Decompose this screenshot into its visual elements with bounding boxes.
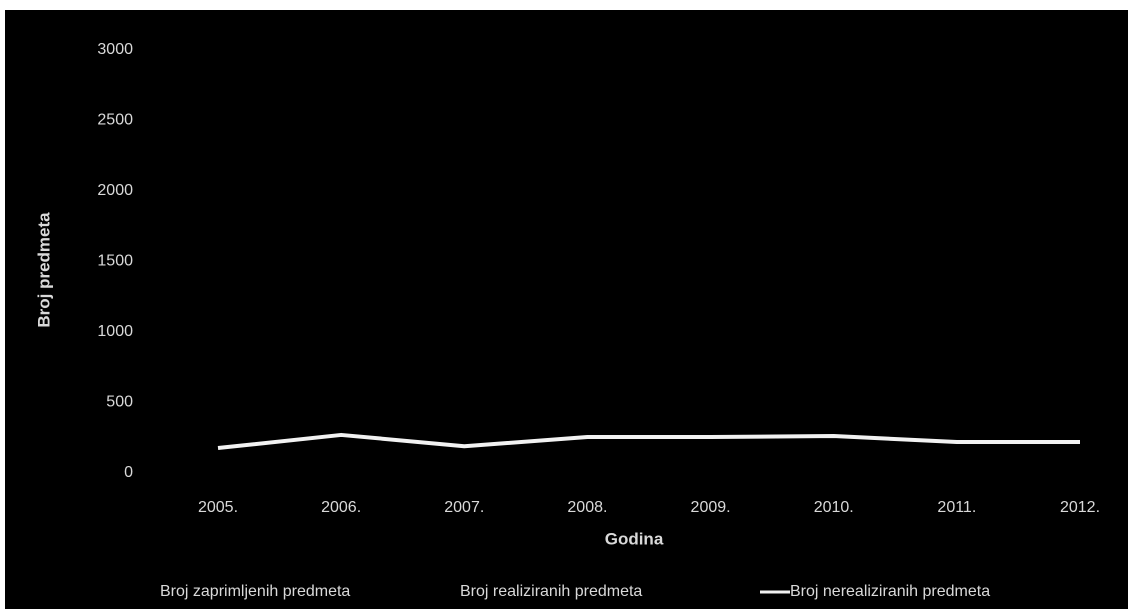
y-tick-label: 1000 <box>97 323 133 340</box>
x-tick-label: 2006. <box>321 499 361 516</box>
y-tick-label: 2000 <box>97 182 133 199</box>
y-tick-label: 500 <box>106 394 133 411</box>
chart-background <box>5 10 1128 609</box>
x-tick-label: 2011. <box>937 499 976 516</box>
y-axis-title: Broj predmeta <box>34 212 53 328</box>
legend-label: Broj zaprimljenih predmeta <box>160 583 350 600</box>
x-axis-title: Godina <box>605 529 664 548</box>
y-tick-label: 0 <box>124 464 133 481</box>
x-tick-label: 2009. <box>691 499 731 516</box>
x-tick-label: 2008. <box>567 499 607 516</box>
x-tick-label: 2012. <box>1060 499 1100 516</box>
series-line <box>217 432 1080 451</box>
legend-label: Broj nerealiziranih predmeta <box>790 583 990 600</box>
x-tick-label: 2005. <box>198 499 238 516</box>
y-tick-label: 1500 <box>97 253 133 270</box>
x-tick-label: 2010. <box>814 499 854 516</box>
x-tick-label: 2007. <box>444 499 484 516</box>
legend-label: Broj realiziranih predmeta <box>460 583 642 600</box>
y-tick-label: 2500 <box>97 112 133 129</box>
y-tick-label: 3000 <box>97 41 133 58</box>
